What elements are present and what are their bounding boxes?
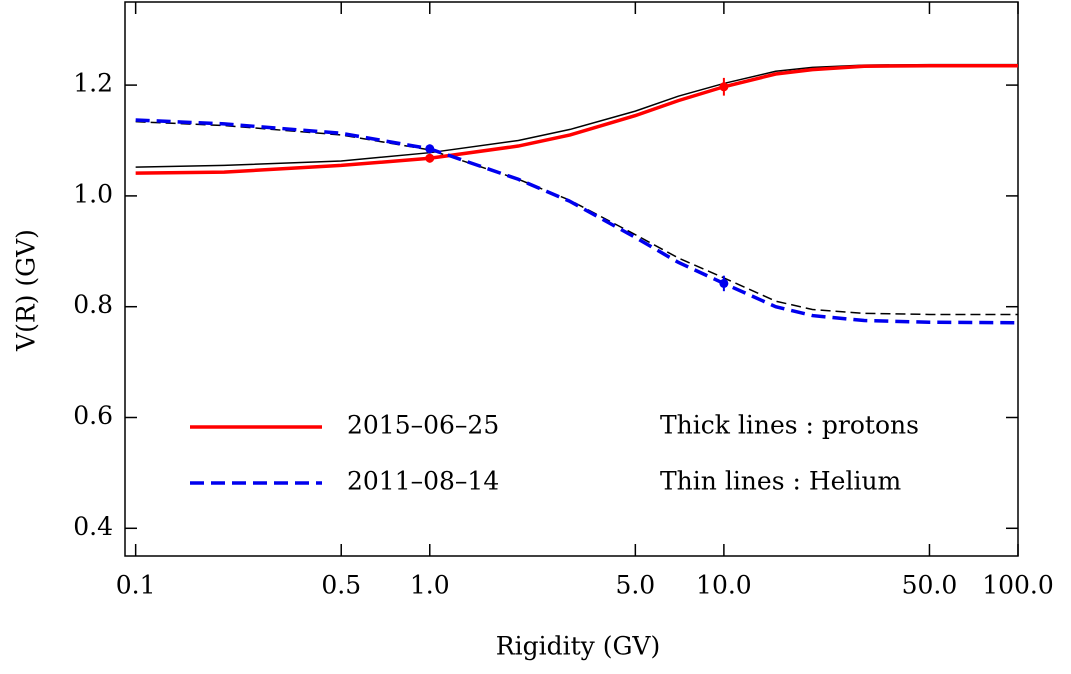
annotation: Thick lines : protons (660, 411, 919, 440)
plot-frame (124, 1, 1019, 557)
x-tick-label: 1.0 (410, 571, 450, 600)
x-tick-label: 100.0 (982, 571, 1054, 600)
y-tick-label: 0.6 (73, 401, 113, 430)
legend-label: 2011–08–14 (347, 467, 499, 496)
x-tick-label: 50.0 (902, 571, 958, 600)
y-axis-label: V(R) (GV) (12, 229, 41, 352)
line (135, 63, 1018, 175)
x-tick-label: 0.5 (321, 571, 361, 600)
y-tick-label: 0.8 (73, 290, 113, 319)
data-point (719, 82, 729, 92)
y-tick-label: 0.4 (73, 512, 113, 541)
line (135, 63, 1018, 168)
y-tick-label: 1.2 (73, 69, 113, 98)
x-axis-label: Rigidity (GV) (496, 632, 660, 661)
y-tick-label: 1.0 (73, 179, 113, 208)
data-point (425, 144, 435, 154)
x-tick-label: 5.0 (615, 571, 655, 600)
data-point (719, 278, 729, 288)
line (135, 118, 1019, 325)
line (135, 120, 1018, 316)
annotation: Thin lines : Helium (660, 467, 902, 496)
data-point (425, 153, 435, 163)
x-tick-label: 0.1 (116, 571, 156, 600)
x-tick-label: 10.0 (696, 571, 752, 600)
legend-label: 2015–06–25 (347, 411, 499, 440)
